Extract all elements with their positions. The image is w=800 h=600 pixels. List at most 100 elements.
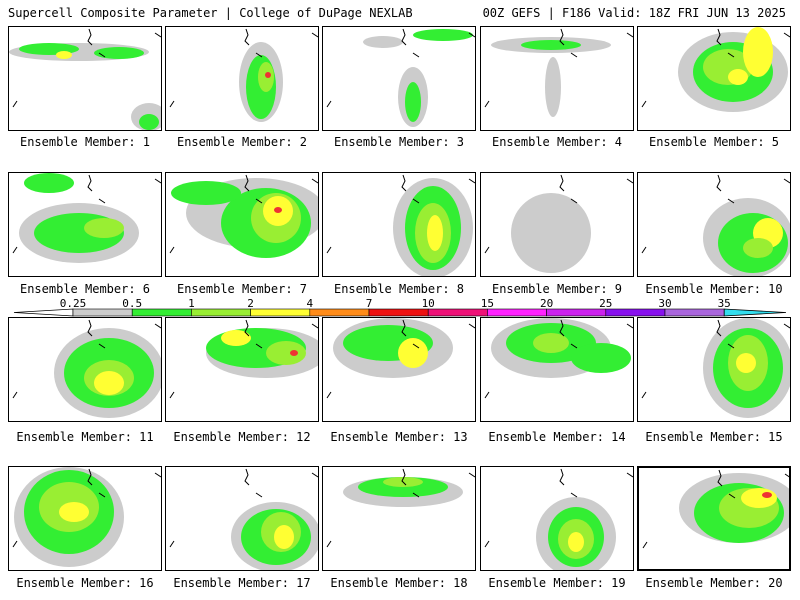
coastline	[12, 28, 161, 108]
colorbar-segment	[368, 308, 429, 317]
ensemble-member-label: Ensemble Member: 4	[491, 135, 623, 149]
coastline	[484, 174, 633, 254]
ensemble-member-label: Ensemble Member: 5	[648, 135, 780, 149]
scp-contour	[24, 173, 74, 193]
scp-map	[9, 28, 161, 130]
ensemble-member-label: Ensemble Member: 1	[19, 135, 151, 149]
coastline	[12, 468, 161, 548]
coastline	[641, 319, 790, 399]
scp-map	[169, 28, 318, 122]
ensemble-panel	[165, 466, 319, 571]
ensemble-member-label: Ensemble Member: 15	[645, 430, 783, 444]
run-info: 00Z GEFS | F186 Valid: 18Z FRI JUN 13 20…	[482, 6, 786, 20]
colorbar-segment	[664, 308, 725, 317]
scp-contour	[363, 36, 403, 48]
scp-contour	[94, 371, 124, 395]
ensemble-panel	[8, 172, 162, 277]
scp-map	[484, 468, 633, 570]
scp-map	[326, 318, 475, 399]
scp-map	[484, 318, 633, 399]
colorbar-segment	[250, 308, 311, 317]
scp-map	[641, 318, 790, 418]
scp-contour	[405, 82, 421, 122]
coastline	[484, 319, 633, 399]
scp-map	[12, 467, 161, 567]
scp-map	[641, 174, 790, 276]
colorbar-tick-label: 35	[717, 297, 731, 310]
scp-contour	[736, 353, 756, 373]
colorbar-tick-label: 7	[365, 297, 373, 310]
ensemble-member-label: Ensemble Member: 14	[488, 430, 626, 444]
ensemble-panel	[480, 26, 634, 131]
scp-contour	[94, 47, 144, 59]
colorbar-tick-label: 10	[421, 297, 435, 310]
ensemble-panel	[480, 172, 634, 277]
scp-contour	[511, 193, 591, 273]
ensemble-panel	[8, 317, 162, 422]
scp-map	[12, 173, 161, 263]
scp-map	[169, 319, 318, 399]
ensemble-panel	[322, 466, 476, 571]
colorbar-tick-label: 0.5	[122, 297, 143, 310]
colorbar-segment	[309, 308, 370, 317]
coastline	[484, 468, 633, 548]
ensemble-member-label: Ensemble Member: 8	[333, 282, 465, 296]
ensemble-panel	[165, 317, 319, 422]
colorbar	[13, 308, 787, 317]
colorbar-segment	[487, 308, 547, 317]
ensemble-member-label: Ensemble Member: 19	[488, 576, 626, 590]
scp-contour	[221, 330, 251, 346]
colorbar-segment	[427, 308, 488, 317]
coastline	[12, 174, 161, 254]
ensemble-panel	[637, 317, 791, 422]
ensemble-panel	[165, 172, 319, 277]
coastline	[169, 468, 318, 548]
ensemble-member-label: Ensemble Member: 16	[16, 576, 154, 590]
scp-map	[169, 174, 318, 258]
coastline	[326, 174, 475, 254]
ensemble-panel	[8, 26, 162, 131]
ensemble-panel	[322, 317, 476, 422]
scp-map	[326, 28, 475, 127]
ensemble-member-label: Ensemble Member: 13	[330, 430, 468, 444]
scp-contour	[728, 69, 748, 85]
coastline	[326, 468, 475, 548]
ensemble-member-label: Ensemble Member: 18	[330, 576, 468, 590]
coastline	[169, 174, 318, 254]
scp-contour	[545, 57, 561, 117]
colorbar-segment	[72, 308, 133, 317]
ensemble-panel	[637, 26, 791, 131]
coastline	[169, 319, 318, 399]
ensemble-panel	[165, 26, 319, 131]
scp-contour	[59, 502, 89, 522]
page-title: Supercell Composite Parameter | College …	[8, 6, 413, 20]
scp-contour	[571, 343, 631, 373]
ensemble-panel	[480, 466, 634, 571]
scp-contour	[741, 488, 777, 508]
scp-map	[326, 468, 475, 548]
ensemble-member-label: Ensemble Member: 11	[16, 430, 154, 444]
scp-contour	[521, 40, 581, 50]
coastline	[12, 319, 161, 399]
scp-contour	[413, 29, 473, 41]
scp-contour	[265, 72, 271, 78]
scp-map	[326, 174, 475, 276]
scp-contour	[568, 532, 584, 552]
scp-contour	[274, 525, 294, 549]
colorbar-arrow-low	[13, 308, 74, 317]
scp-contour	[762, 492, 772, 498]
ensemble-panel	[322, 26, 476, 131]
scp-contour	[427, 215, 443, 251]
scp-contour	[533, 333, 569, 353]
ensemble-member-label: Ensemble Member: 10	[645, 282, 783, 296]
colorbar-segment	[546, 308, 607, 317]
scp-map	[642, 469, 789, 549]
scp-contour	[171, 181, 241, 205]
colorbar-segment	[605, 308, 666, 317]
colorbar-tick-label: 30	[658, 297, 672, 310]
colorbar-tick-label: 25	[599, 297, 613, 310]
ensemble-member-label: Ensemble Member: 20	[645, 576, 783, 590]
colorbar-tick-label: 2	[247, 297, 254, 310]
scp-map	[12, 319, 161, 418]
scp-contour	[743, 27, 773, 77]
